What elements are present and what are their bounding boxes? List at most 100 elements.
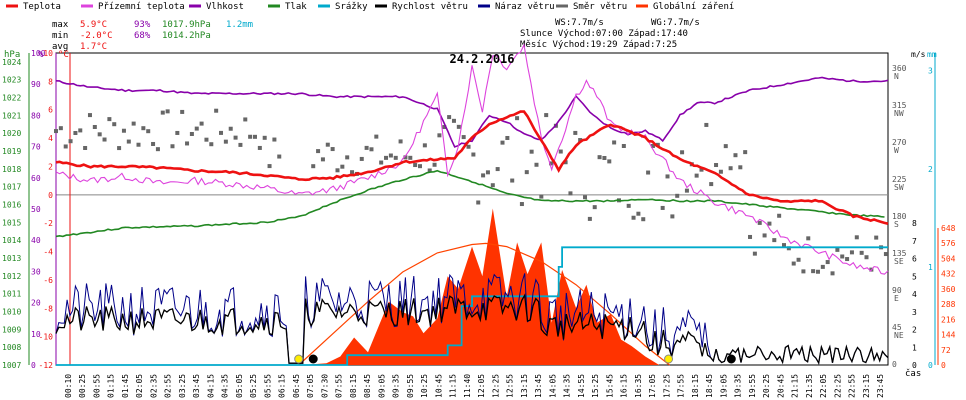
- wind-direction-point: [825, 260, 830, 265]
- wind-direction-point: [602, 156, 607, 161]
- wind-direction-point: [544, 113, 549, 118]
- wind-direction-point: [384, 155, 389, 160]
- wind-direction-point: [272, 137, 277, 142]
- hpa-tick: 1020: [2, 129, 21, 138]
- wind-direction-point: [636, 211, 641, 216]
- stats-min-label: min: [52, 31, 68, 41]
- wind-direction-point: [558, 149, 563, 154]
- sunset-marker: [664, 354, 674, 364]
- wind-direction-point: [121, 128, 126, 133]
- wind-direction-point: [612, 140, 617, 145]
- wind-direction-point: [883, 252, 888, 257]
- pct-tick: 70: [31, 143, 41, 152]
- wind-direction-point: [660, 205, 665, 210]
- legend-label: Směr větru: [573, 2, 627, 12]
- wind-direction-point: [68, 139, 73, 144]
- ms-unit: m/s: [911, 50, 926, 59]
- time-label: 19:35: [734, 374, 743, 398]
- wind-direction-point: [238, 142, 243, 147]
- wind-direction-point: [87, 113, 92, 118]
- stats-max-rain: 1.2mm: [226, 20, 253, 30]
- rad-tick: 504: [941, 254, 956, 263]
- rad-tick: 0: [941, 361, 946, 370]
- wind-direction-point: [646, 170, 651, 175]
- wind-direction-point: [330, 147, 335, 152]
- wind-direction-point: [325, 142, 330, 147]
- dir-tick: 45: [892, 323, 902, 332]
- wind-direction-point: [233, 135, 238, 140]
- temp-tick: -4: [43, 248, 53, 257]
- stats-max-press: 1017.9hPa: [162, 20, 211, 30]
- time-label: 05:55: [263, 374, 272, 398]
- wind-direction-point: [830, 271, 835, 276]
- wind-direction-point: [854, 235, 859, 240]
- time-label: 03:45: [192, 374, 201, 398]
- hpa-tick: 1015: [2, 218, 21, 227]
- legend-label: Globální záření: [653, 2, 734, 12]
- wind-direction-point: [748, 234, 753, 239]
- pct-tick: 20: [31, 299, 41, 308]
- wind-direction-point: [752, 251, 757, 256]
- time-label: 23:45: [876, 374, 885, 398]
- time-label: 19:55: [748, 374, 757, 398]
- wind-direction-point: [151, 141, 156, 146]
- pct-tick: 80: [31, 111, 41, 120]
- wind-direction-point: [757, 220, 762, 225]
- wind-direction-point: [112, 122, 117, 127]
- wind-direction-point: [340, 164, 345, 169]
- wind-direction-point: [422, 143, 427, 148]
- wind-direction-point: [791, 261, 796, 266]
- wind-direction-point: [694, 173, 699, 178]
- wind-direction-point: [107, 117, 112, 122]
- time-label: 20:25: [762, 374, 771, 398]
- ms-tick: 7: [912, 237, 917, 246]
- wind-direction-point: [243, 117, 248, 122]
- mm-unit: mm: [927, 50, 937, 59]
- wind-direction-point: [583, 195, 588, 200]
- wind-direction-point: [335, 168, 340, 173]
- time-label: 00:55: [92, 374, 101, 398]
- hpa-tick: 1009: [2, 325, 21, 334]
- stats-min-hum: 68%: [134, 31, 151, 41]
- time-label: 14:35: [563, 374, 572, 398]
- wind-direction-point: [621, 143, 626, 148]
- legend-label: Vlhkost: [206, 2, 244, 12]
- wind-direction-point: [476, 200, 481, 205]
- time-label: 11:40: [463, 374, 472, 398]
- wind-direction-point: [219, 130, 224, 135]
- wind-direction-point: [345, 155, 350, 160]
- wind-direction-point: [359, 156, 364, 161]
- wind-direction-point: [248, 134, 253, 139]
- wind-direction-point: [185, 141, 190, 146]
- series-precipitation: [56, 246, 888, 366]
- pct-tick: 90: [31, 80, 41, 89]
- wind-direction-point: [175, 130, 180, 135]
- temp-tick: 6: [48, 106, 53, 115]
- dir-tick: 180: [892, 212, 907, 221]
- wind-direction-point: [252, 134, 257, 139]
- wind-direction-point: [257, 145, 262, 150]
- time-label: 22:05: [819, 374, 828, 398]
- pct-tick: 100: [31, 49, 46, 58]
- wind-direction-point: [675, 193, 680, 198]
- wind-direction-point: [466, 144, 471, 149]
- wind-direction-point: [194, 126, 199, 131]
- wind-direction-point: [481, 173, 486, 178]
- wind-direction-point: [680, 150, 685, 155]
- time-label: 09:05: [377, 374, 386, 398]
- series-temperature: [55, 110, 889, 225]
- wind-direction-point: [54, 129, 58, 134]
- wind-direction-point: [267, 164, 272, 169]
- wind-direction-point: [490, 183, 495, 188]
- time-label: 13:45: [534, 374, 543, 398]
- hpa-tick: 1016: [2, 201, 21, 210]
- time-label: 09:55: [406, 374, 415, 398]
- wind-direction-point: [762, 233, 767, 238]
- wind-direction-point: [607, 159, 612, 164]
- series-wind-speed: [55, 293, 889, 365]
- wind-direction-point: [223, 139, 228, 144]
- time-label: 18:15: [691, 374, 700, 398]
- rad-tick: 216: [941, 315, 956, 324]
- temp-tick: 0: [48, 191, 53, 200]
- ms-tick: 1: [912, 343, 917, 352]
